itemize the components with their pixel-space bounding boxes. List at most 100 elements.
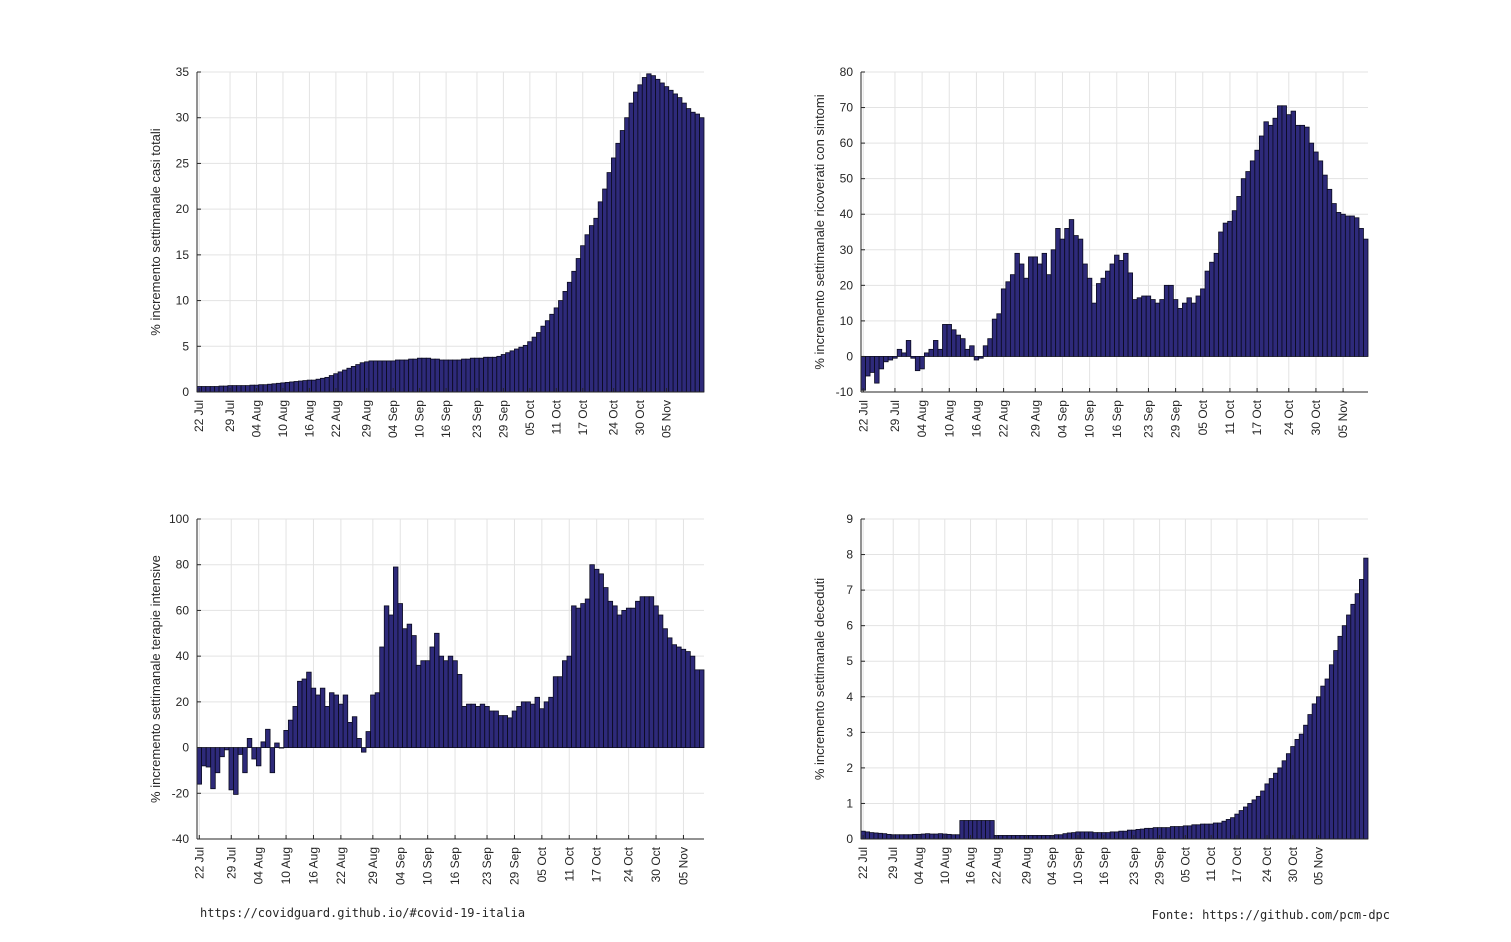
bar [1041,252,1047,357]
bar [1251,799,1257,840]
bar [1290,110,1296,357]
bar [443,359,449,393]
bar [685,108,692,393]
bar [597,201,603,393]
x-tick-label: 29 Aug [360,400,374,437]
bar [1225,819,1231,840]
bar [1145,295,1152,357]
bar [625,607,632,748]
x-tick-label: 24 Oct [622,846,636,882]
bar [1363,557,1369,840]
bar [628,102,634,393]
bar [571,270,577,393]
bar [991,318,998,357]
bar [650,75,656,393]
bar [1109,263,1115,357]
bar [1358,228,1364,357]
bar [386,360,392,393]
bar [1132,299,1138,357]
bar [575,607,582,748]
bar [869,356,875,373]
x-tick-label: 29 Jul [224,847,238,879]
x-tick-label: 05 Oct [535,846,549,882]
bar [289,381,295,393]
x-tick-label: 29 Jul [888,400,902,432]
bar [937,833,944,840]
bar [1154,302,1161,357]
x-tick-label: 29 Aug [1019,847,1033,884]
bar [655,78,661,393]
bar [430,358,436,393]
bar [249,384,255,393]
bar [1363,238,1369,357]
bar [1268,778,1274,840]
bar [1230,817,1236,840]
bar [606,172,612,393]
bar [946,324,952,357]
bar [246,738,253,748]
bar [1159,299,1165,357]
bar [549,313,555,393]
bar [209,386,216,393]
x-tick-label: 11 Oct [1204,846,1218,881]
bar [337,371,343,393]
bar [624,117,630,393]
bar [925,833,931,840]
bar [972,820,978,840]
x-tick-label: 16 Aug [302,400,316,437]
bar [1032,835,1038,840]
bar [1114,254,1120,357]
bar [1053,834,1060,840]
y-tick-label: 35 [176,65,190,79]
bar [267,383,273,393]
x-tick-label: 23 Sep [1127,847,1141,885]
bar [1014,252,1020,357]
bar [937,348,943,357]
x-tick-label: 17 Oct [1250,399,1264,435]
bar [434,358,440,393]
bar [1272,117,1278,357]
x-tick-label: 10 Aug [279,847,293,884]
x-tick-label: 30 Oct [1286,846,1300,882]
bar [393,566,399,748]
bar [1186,297,1192,357]
x-tick-label: 05 Nov [660,400,674,438]
bar [637,84,643,393]
bar [1073,235,1079,357]
bar [496,355,502,393]
bar [275,382,282,393]
bar [616,614,623,748]
bar [1139,828,1145,840]
bar [1041,835,1047,840]
bar [447,359,454,393]
bar [1236,196,1242,357]
bar [1123,252,1129,357]
bar [865,356,871,377]
bar [907,834,913,840]
bar [319,687,326,748]
bar [1122,830,1128,840]
bar [946,833,952,840]
bar [663,86,670,393]
bar [1092,832,1098,840]
bar [231,385,238,393]
bar [292,706,298,748]
y-tick-label: 25 [176,156,190,170]
bar [1135,829,1141,840]
bar [1227,220,1233,357]
bar [522,344,529,393]
bar [543,701,550,748]
bar [896,348,903,357]
bar [355,364,361,393]
bar [368,360,374,393]
x-tick-label: 04 Aug [252,847,266,884]
x-tick-label: 17 Oct [1230,846,1244,882]
bar [1019,835,1025,840]
bar [1005,281,1011,357]
bar [1050,249,1057,357]
bar [271,383,277,393]
y-tick-label: 15 [176,248,190,262]
bar [1260,790,1266,840]
x-tick-label: 23 Sep [470,400,484,438]
bar [540,325,546,393]
